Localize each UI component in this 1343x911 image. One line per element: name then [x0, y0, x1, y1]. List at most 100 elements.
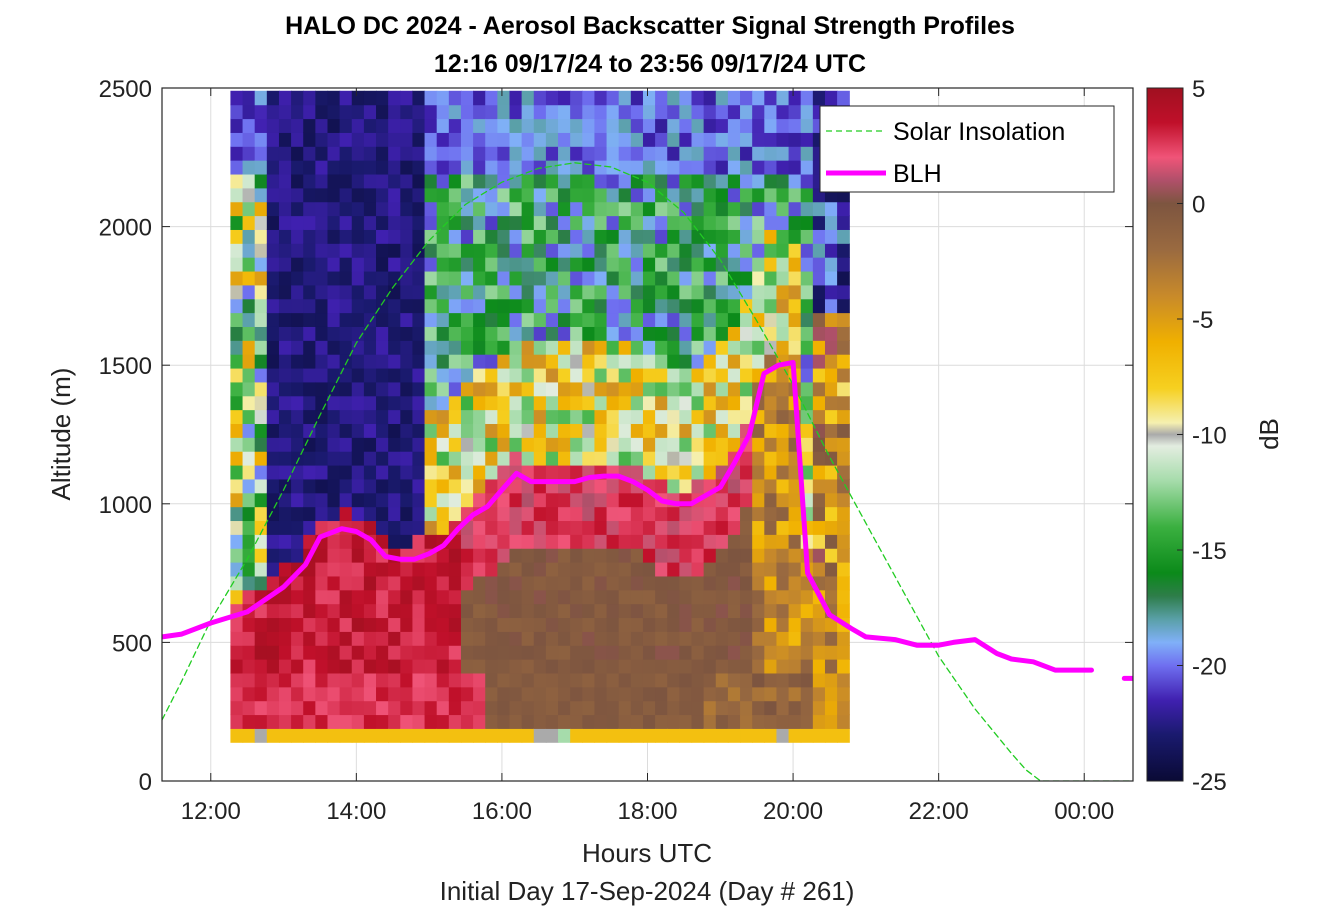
heatmap-cell: [242, 534, 256, 549]
heatmap-cell: [630, 312, 644, 327]
heatmap-cell: [703, 243, 717, 258]
heatmap-cell: [594, 659, 608, 674]
heatmap-cell: [812, 672, 826, 688]
heatmap-cell: [679, 118, 693, 133]
heatmap-cell: [606, 104, 620, 120]
heatmap-cell: [594, 534, 608, 549]
heatmap-cell: [679, 173, 693, 189]
heatmap-cell: [594, 492, 608, 508]
heatmap-cell: [642, 659, 656, 674]
heatmap-cell: [764, 631, 778, 646]
heatmap-cell: [679, 381, 693, 397]
heatmap-cell: [497, 575, 511, 591]
heatmap-cell: [837, 714, 850, 729]
heatmap-cell: [521, 146, 535, 161]
heatmap-cell: [424, 104, 438, 120]
heatmap-cell: [412, 506, 426, 522]
heatmap-cell: [570, 243, 583, 258]
colorbar-tick-label: -20: [1192, 654, 1227, 681]
heatmap-cell: [412, 617, 426, 632]
heatmap-cell: [715, 173, 729, 189]
heatmap-cell: [351, 298, 365, 314]
heatmap-cell: [339, 728, 353, 743]
heatmap-cell: [715, 714, 729, 729]
heatmap-cell: [570, 201, 583, 217]
heatmap-cell: [230, 534, 244, 549]
heatmap-cell: [400, 90, 414, 106]
heatmap-cell: [400, 659, 414, 674]
heatmap-cell: [630, 672, 644, 688]
heatmap-cell: [582, 229, 596, 244]
legend-solar-label: Solar Insolation: [893, 118, 1065, 146]
heatmap-cell: [376, 284, 389, 300]
heatmap-cell: [460, 118, 474, 133]
heatmap-cell: [533, 201, 547, 217]
heatmap-cell: [727, 506, 741, 522]
heatmap-cell: [642, 645, 656, 660]
heatmap-cell: [655, 215, 668, 230]
heatmap-cell: [436, 298, 450, 314]
heatmap-cell: [254, 423, 268, 438]
heatmap-cell: [533, 104, 547, 120]
heatmap-cell: [254, 575, 268, 591]
heatmap-cell: [764, 451, 778, 466]
heatmap-cell: [764, 589, 778, 605]
heatmap-cell: [618, 104, 632, 120]
heatmap-cell: [776, 381, 790, 397]
heatmap-cell: [655, 367, 668, 383]
heatmap-cell: [230, 451, 244, 466]
heatmap-cell: [533, 423, 547, 438]
heatmap-cell: [582, 215, 596, 230]
heatmap-cell: [715, 381, 729, 397]
heatmap-cell: [618, 492, 632, 508]
heatmap-cell: [533, 492, 547, 508]
heatmap-cell: [254, 728, 268, 743]
heatmap-cell: [667, 270, 680, 286]
heatmap-cell: [436, 575, 450, 591]
heatmap-cell: [727, 659, 741, 674]
heatmap-cell: [266, 714, 280, 729]
heatmap-cell: [509, 562, 523, 577]
heatmap-cell: [351, 146, 365, 161]
heatmap-cell: [703, 659, 717, 674]
heatmap-cell: [460, 478, 474, 494]
blh-line: [162, 359, 1094, 673]
heatmap-cell: [630, 257, 644, 272]
heatmap-cell: [412, 229, 426, 244]
heatmap-cell: [266, 146, 280, 161]
heatmap-cell: [667, 409, 680, 425]
heatmap-cell: [400, 492, 414, 508]
heatmap-cell: [351, 270, 365, 286]
heatmap-cell: [509, 104, 523, 120]
heatmap-cell: [266, 270, 280, 286]
heatmap-cell: [291, 146, 304, 161]
heatmap-cell: [266, 548, 280, 563]
heatmap-cell: [800, 672, 814, 688]
heatmap-cell: [703, 146, 717, 161]
heatmap-cell: [642, 326, 656, 341]
heatmap-cell: [424, 728, 438, 743]
heatmap-cell: [788, 173, 802, 189]
heatmap-cell: [521, 201, 535, 217]
heatmap-cell: [788, 146, 802, 161]
heatmap-cell: [485, 284, 498, 300]
heatmap-cell: [473, 284, 486, 300]
heatmap-cell: [545, 672, 559, 688]
heatmap-cell: [473, 160, 486, 175]
heatmap-cell: [667, 395, 680, 411]
heatmap-cell: [230, 381, 244, 397]
heatmap-cell: [800, 146, 814, 161]
heatmap-cell: [497, 326, 511, 341]
heatmap-cell: [764, 464, 778, 480]
heatmap-cell: [230, 326, 244, 341]
heatmap-cell: [424, 118, 438, 133]
heatmap-cell: [691, 714, 705, 729]
heatmap-cell: [254, 118, 268, 133]
heatmap-cell: [315, 409, 329, 425]
heatmap-cell: [424, 617, 438, 632]
heatmap-cell: [363, 118, 377, 133]
heatmap-cell: [315, 340, 329, 355]
heatmap-cell: [703, 728, 717, 743]
heatmap-cell: [278, 173, 292, 189]
